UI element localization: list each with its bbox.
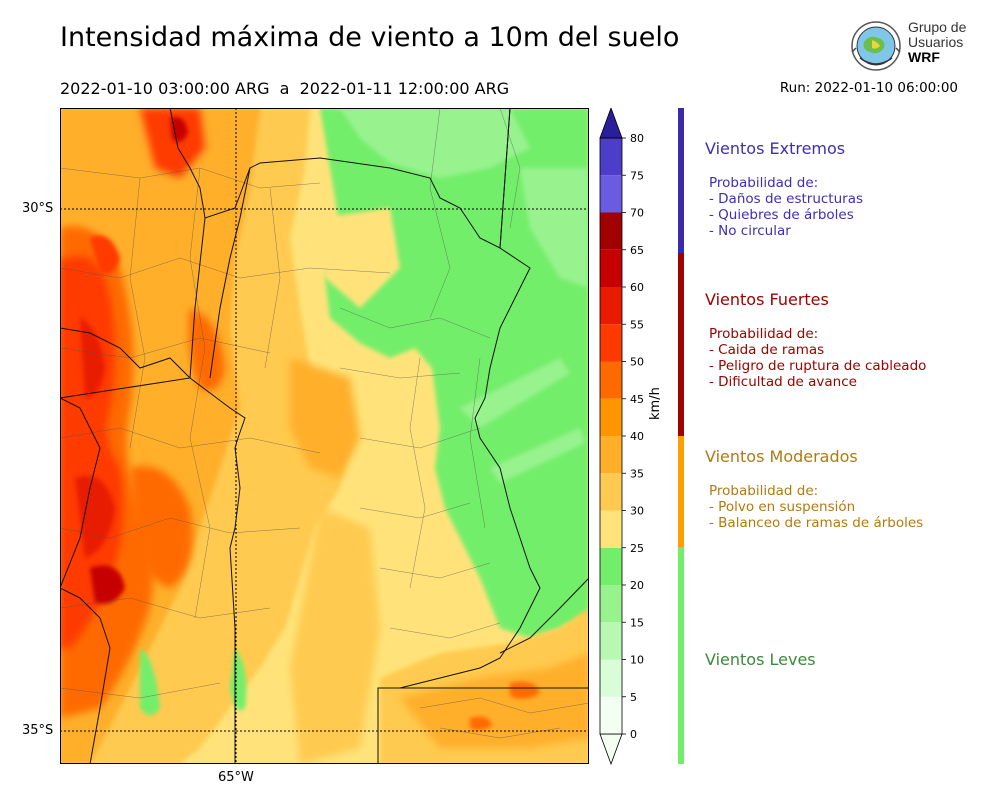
colorbar-unit-label: km/h: [648, 387, 663, 420]
wind-category: Vientos Moderados Probabilidad de: - Polv…: [705, 447, 923, 531]
colorbar-under-extension: [599, 733, 623, 766]
wind-speed-colorbar: 0 5 10 15 20 25 30 35 40 45 50 55 60 65 70 75 80: [599, 108, 644, 766]
colorbar-tick-label: 15: [630, 616, 644, 629]
wind-map-plot: [60, 108, 589, 764]
colorbar-tick-label: 40: [630, 430, 644, 443]
colorbar-tick-label: 25: [630, 542, 644, 555]
lat-label-30s: 30°S: [22, 201, 54, 216]
colorbar-tick-label: 75: [630, 169, 644, 182]
map-frame: [60, 108, 589, 764]
category-title: Vientos Extremos: [705, 139, 846, 158]
colorbar-tick-label: 70: [630, 207, 644, 220]
colorbar-tick-label: 60: [630, 281, 644, 294]
colorbar-segment: [600, 510, 622, 548]
category-color-bar: [678, 253, 684, 436]
logo-line-1: Grupo de: [908, 19, 967, 35]
wind-category: Vientos Fuertes Probabilidad de: - Caida …: [705, 290, 926, 390]
wrf-users-logo: Grupo de Usuarios WRF: [848, 18, 978, 74]
globe-icon: [851, 21, 901, 71]
colorbar-segment: [600, 473, 622, 511]
lon-label-65w: 65°W: [218, 770, 254, 785]
wind-category: Vientos Extremos Probabilidad de: - Daños…: [705, 139, 863, 239]
wind-category: Vientos Leves: [705, 650, 816, 669]
category-description: Probabilidad de: - Caida de ramas - Peli…: [709, 326, 927, 390]
map-title: Intensidad máxima de viento a 10m del su…: [60, 22, 680, 53]
colorbar-segments: [599, 108, 623, 766]
colorbar-segment: [600, 547, 622, 585]
colorbar-tick-label: 45: [630, 393, 644, 406]
colorbar-segment: [600, 324, 622, 362]
colorbar-tick-label: 65: [630, 244, 644, 257]
category-description: Probabilidad de: - Daños de estructuras …: [709, 175, 864, 239]
logo-line-2: Usuarios: [908, 34, 964, 50]
colorbar-segment: [600, 249, 622, 287]
valid-period: 2022-01-10 03:00:00 ARG a 2022-01-11 12:…: [60, 79, 510, 98]
colorbar-tick-label: 30: [630, 505, 644, 518]
category-description: Probabilidad de: - Polvo en suspensión -…: [709, 483, 924, 531]
colorbar-tick-label: 20: [630, 579, 644, 592]
colorbar-segment: [600, 622, 622, 660]
colorbar-segment: [600, 436, 622, 474]
lat-label-35s: 35°S: [22, 723, 54, 738]
logo-line-3: WRF: [908, 49, 940, 65]
colorbar-ticks: 0 5 10 15 20 25 30 35 40 45 50 55 60 65 70 75 80: [622, 132, 644, 741]
colorbar-tick-label: 10: [630, 654, 644, 667]
category-title: Vientos Fuertes: [705, 290, 829, 309]
colorbar-segment: [600, 287, 622, 325]
colorbar-segment: [600, 138, 622, 176]
run-timestamp: Run: 2022-01-10 06:00:00: [779, 80, 958, 96]
colorbar-tick-label: 5: [630, 691, 637, 704]
colorbar-tick-label: 80: [630, 132, 644, 145]
colorbar-segment: [600, 361, 622, 399]
colorbar-tick-label: 35: [630, 467, 644, 480]
colorbar-segment: [600, 175, 622, 213]
colorbar-tick-label: 0: [630, 728, 637, 741]
category-color-bar: [678, 547, 684, 764]
colorbar-segment: [600, 398, 622, 436]
wind-map: [60, 108, 589, 764]
category-color-bar: [678, 108, 684, 253]
colorbar-segment: [600, 212, 622, 250]
category-title: Vientos Moderados: [705, 447, 858, 466]
colorbar-tick-label: 55: [630, 318, 644, 331]
graticule: [60, 108, 589, 764]
province-borders: [60, 108, 589, 764]
logo-text: Grupo de Usuarios WRF: [908, 20, 966, 65]
colorbar-segment: [600, 585, 622, 623]
category-color-bar: [678, 436, 684, 547]
category-title: Vientos Leves: [705, 650, 816, 669]
colorbar-segment: [600, 659, 622, 697]
colorbar-segment: [600, 696, 622, 734]
colorbar-over-extension: [599, 108, 623, 139]
department-borders: [60, 108, 589, 739]
colorbar-tick-label: 50: [630, 356, 644, 369]
